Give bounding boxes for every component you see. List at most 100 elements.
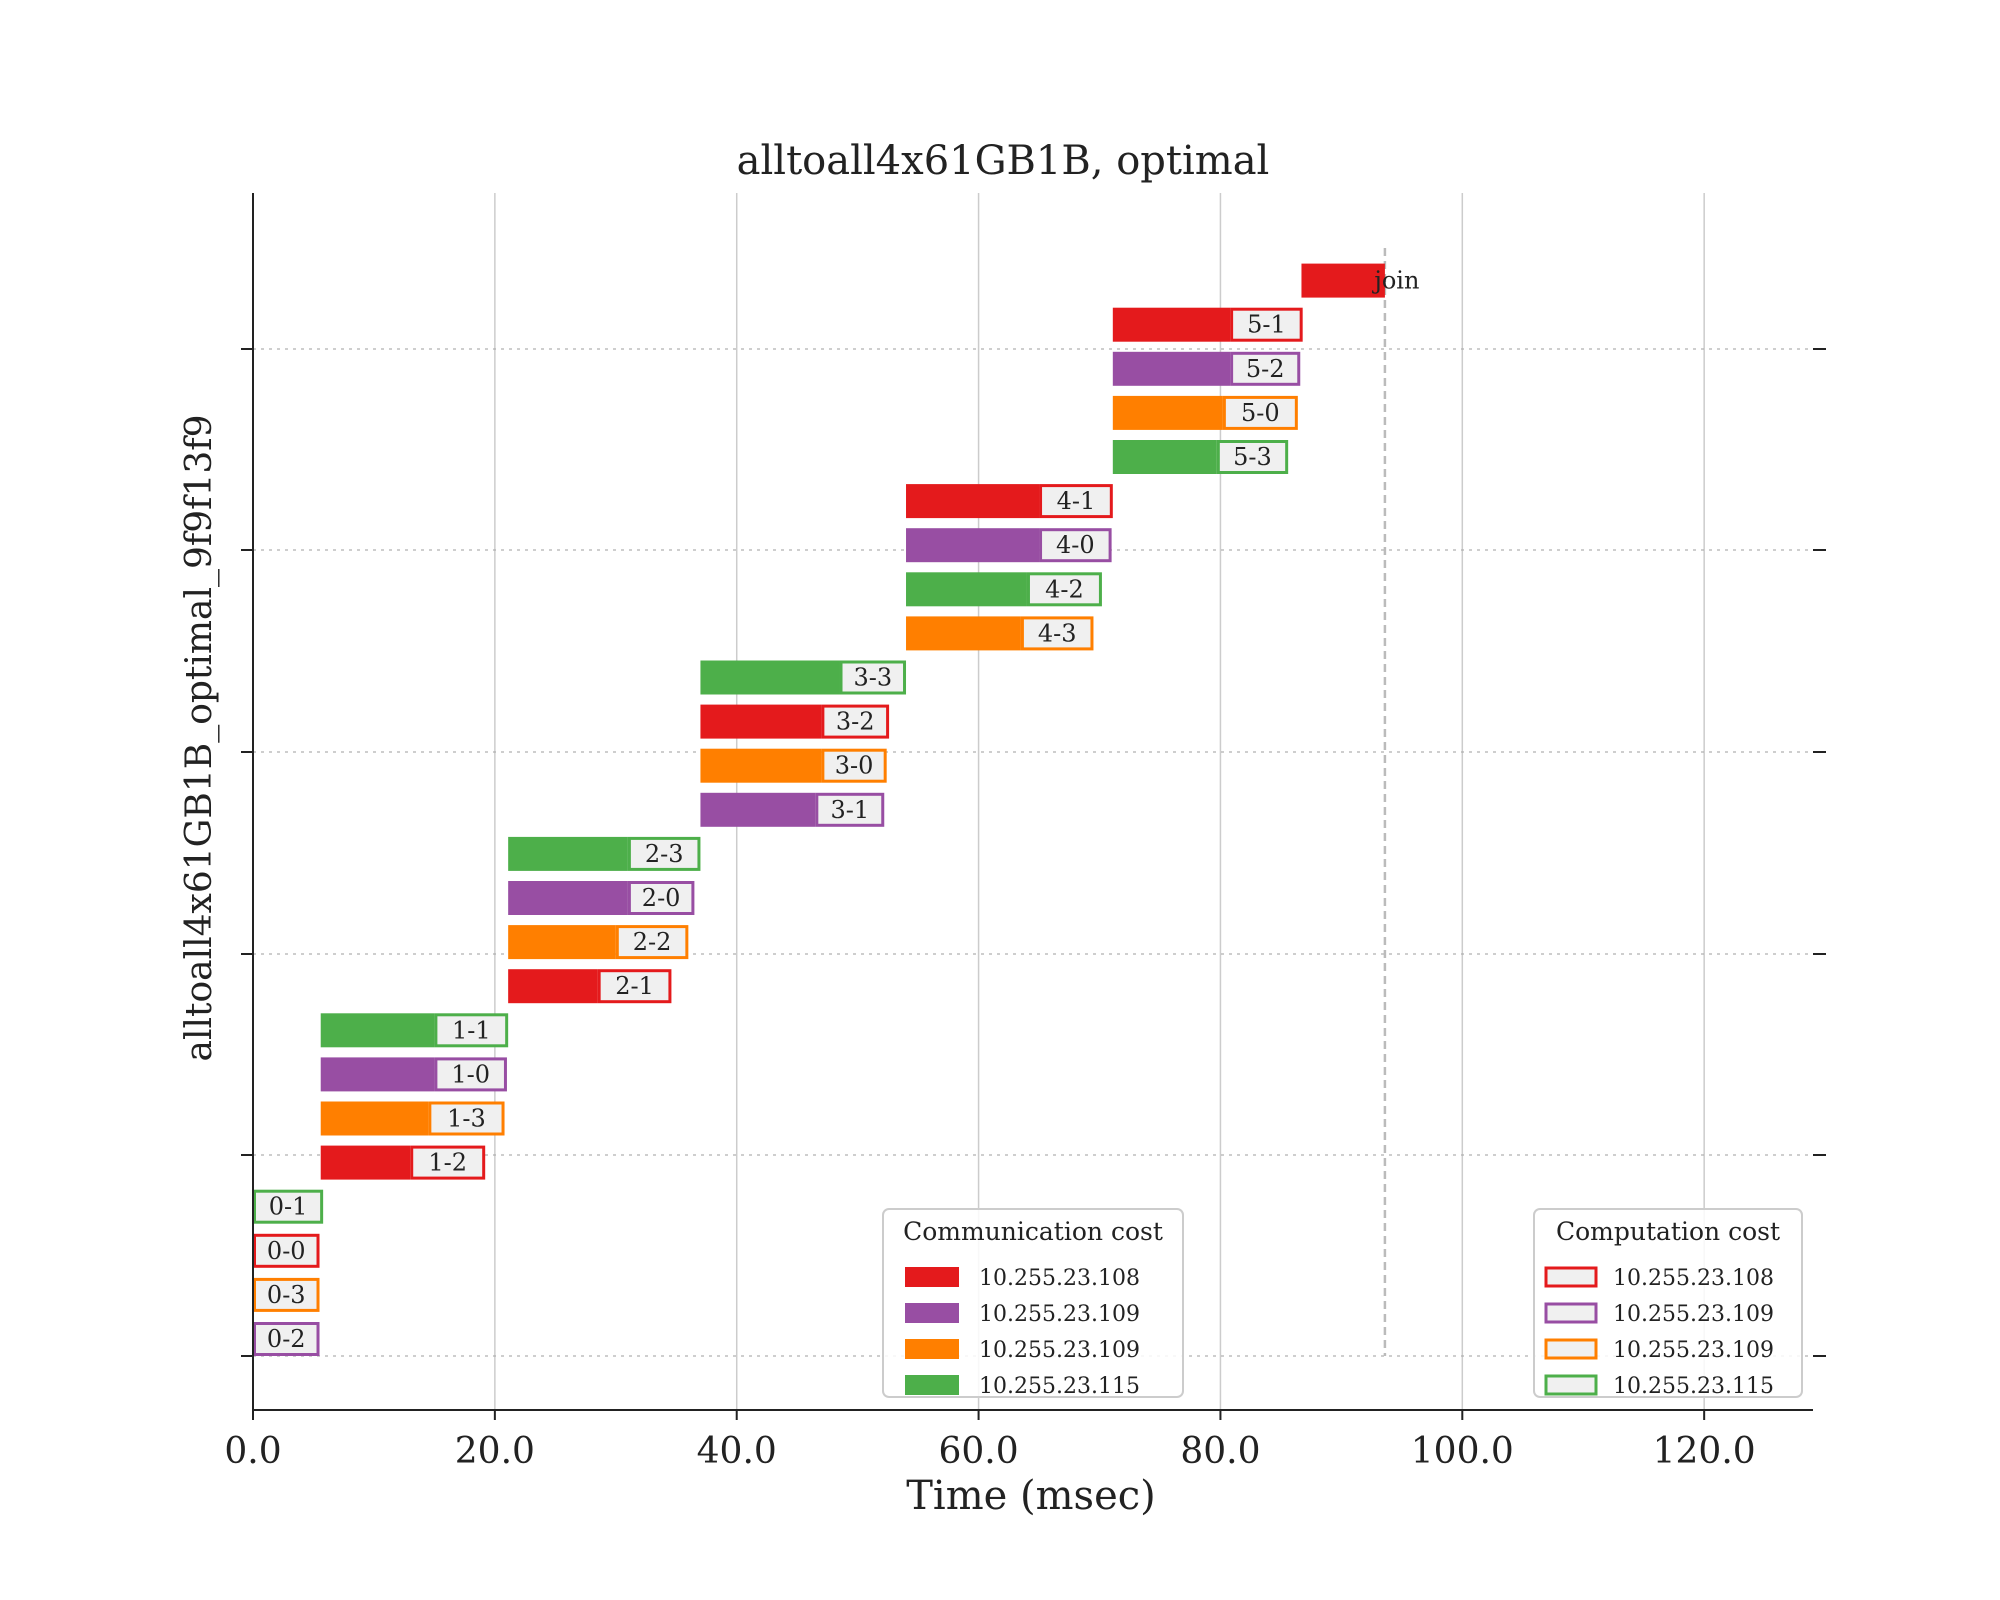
comm-bar-5-2	[1112, 351, 1231, 386]
bar-label-2-2: 2-2	[633, 928, 672, 956]
comp-bar-3-0	[821, 748, 887, 783]
comm-bar-4-2	[906, 572, 1027, 607]
bar-label-0-3: 0-3	[267, 1281, 306, 1309]
comp-bar-3-3	[839, 660, 907, 695]
comp-bar-1-0	[434, 1057, 507, 1092]
comp-bar-3-2	[821, 704, 890, 739]
comp-bar-2-2	[615, 925, 689, 960]
comm-bar-2-0	[508, 881, 628, 915]
legend-entry-label: 10.255.23.109	[979, 1302, 1140, 1327]
legend-entry-label: 10.255.23.115	[979, 1374, 1140, 1399]
comp-bar-0-3	[253, 1277, 320, 1312]
x-tick-label: 60.0	[939, 1431, 1019, 1472]
legend-swatch	[905, 1267, 959, 1287]
comp-bar-2-3	[627, 836, 701, 871]
comp-bar-5-0	[1222, 395, 1298, 430]
x-tick-label: 0.0	[224, 1431, 281, 1472]
bar-label-5-3: 5-3	[1233, 443, 1272, 471]
bar-label-3-0: 3-0	[835, 752, 874, 780]
comm-bar-3-0	[700, 748, 822, 783]
comm-bar-3-2	[700, 704, 822, 739]
bar-label-4-0: 4-0	[1056, 531, 1095, 559]
bar-label-join: join	[1371, 267, 1419, 295]
comp-bar-3-1	[815, 792, 885, 827]
comm-bar-5-0	[1112, 395, 1223, 430]
comm-bar-5-1	[1112, 307, 1231, 342]
x-axis-label: Time (msec)	[906, 1473, 1156, 1519]
bar-label-1-0: 1-0	[451, 1060, 490, 1088]
comm-bar-1-0	[320, 1057, 435, 1092]
comm-bar-join	[1301, 263, 1385, 298]
legend-title: Communication cost	[903, 1217, 1163, 1246]
legend-computation: Computation cost 10.255.23.108 10.255.23.1…	[1533, 1208, 1803, 1399]
axes: 0.0 20.0 40.0 60.0 80.0 100.0 120.0	[224, 193, 1826, 1472]
x-tick-label: 40.0	[697, 1431, 777, 1472]
legend-swatch	[1544, 1266, 1598, 1288]
bar-label-4-2: 4-2	[1045, 575, 1084, 603]
comm-bar-4-1	[906, 484, 1040, 519]
comm-bar-3-1	[700, 792, 816, 827]
comp-bar-4-0	[1039, 528, 1112, 563]
bar-label-5-2: 5-2	[1246, 355, 1285, 383]
bar-label-3-1: 3-1	[830, 796, 869, 824]
legend-swatch	[1544, 1302, 1598, 1324]
comp-bar-1-2	[410, 1145, 486, 1180]
bar-label-4-1: 4-1	[1057, 487, 1096, 515]
legend-entry-label: 10.255.23.108	[1613, 1266, 1774, 1291]
comm-bar-2-2	[508, 925, 616, 960]
comm-bar-4-3	[906, 616, 1021, 651]
bar-label-3-3: 3-3	[853, 664, 892, 692]
bar-label-1-1: 1-1	[452, 1016, 491, 1044]
comp-bar-5-2	[1230, 351, 1301, 386]
bar-label-2-1: 2-1	[615, 972, 654, 1000]
x-tick-label: 100.0	[1411, 1431, 1514, 1472]
bar-label-5-0: 5-0	[1241, 399, 1280, 427]
comp-bar-2-1	[597, 969, 672, 1004]
comm-bar-2-3	[508, 836, 628, 871]
comm-bar-2-1	[508, 969, 598, 1004]
comp-bar-1-1	[434, 1013, 509, 1048]
legend-entry-label: 10.255.23.109	[1613, 1338, 1774, 1363]
comm-bar-4-0	[906, 528, 1040, 563]
legend-swatch	[905, 1375, 959, 1395]
comm-bar-1-3	[320, 1101, 429, 1136]
comp-bar-4-1	[1039, 484, 1113, 519]
x-tick-label: 80.0	[1180, 1431, 1260, 1472]
bar-label-0-2: 0-2	[267, 1325, 306, 1353]
bar-label-3-2: 3-2	[836, 708, 875, 736]
bar-label-1-3: 1-3	[447, 1105, 486, 1133]
chart-title: alltoall4x61GB1B, optimal	[737, 138, 1270, 184]
legends: Communication cost 10.255.23.108 10.255.23…	[882, 1208, 1803, 1399]
legend-entry-label: 10.255.23.109	[1613, 1302, 1774, 1327]
bar-label-0-1: 0-1	[269, 1193, 308, 1221]
comp-bar-0-1	[253, 1189, 324, 1224]
legend-frame	[1533, 1208, 1803, 1398]
bar-label-2-0: 2-0	[642, 884, 681, 912]
comp-bar-0-0	[253, 1233, 320, 1268]
comp-bar-2-0	[627, 881, 695, 915]
bar-label-4-3: 4-3	[1038, 619, 1077, 647]
legend-swatch	[1544, 1374, 1598, 1396]
legend-swatch	[1544, 1338, 1598, 1360]
comp-bar-1-3	[428, 1101, 505, 1136]
bar-label-0-0: 0-0	[267, 1237, 306, 1265]
legend-title: Computation cost	[1556, 1217, 1780, 1246]
legend-swatch	[905, 1339, 959, 1359]
bar-label-5-1: 5-1	[1247, 311, 1286, 339]
legend-entry-label: 10.255.23.109	[979, 1338, 1140, 1363]
legend-communication: Communication cost 10.255.23.108 10.255.23…	[882, 1208, 1184, 1399]
task-bars: 0-2 0-3 0-0 0-1 1-2 1-3 1-0 1-1 2-1 2-2 2-0 2-3 3-1 3…	[253, 263, 1419, 1356]
comp-bar-5-3	[1216, 440, 1289, 474]
bar-label-2-3: 2-3	[645, 840, 684, 868]
legend-swatch	[905, 1303, 959, 1323]
legend-entry-label: 10.255.23.115	[1613, 1374, 1774, 1399]
x-tick-label: 120.0	[1653, 1431, 1756, 1472]
comp-bar-5-1	[1230, 307, 1303, 342]
y-axis-label: alltoall4x61GB1B_optimal_9f9f13f9	[179, 414, 220, 1061]
comp-bar-4-2	[1026, 572, 1102, 607]
x-tick-label: 20.0	[455, 1431, 535, 1472]
comm-bar-1-2	[320, 1145, 411, 1180]
comm-bar-5-3	[1112, 440, 1217, 474]
comm-bar-1-1	[320, 1013, 435, 1048]
